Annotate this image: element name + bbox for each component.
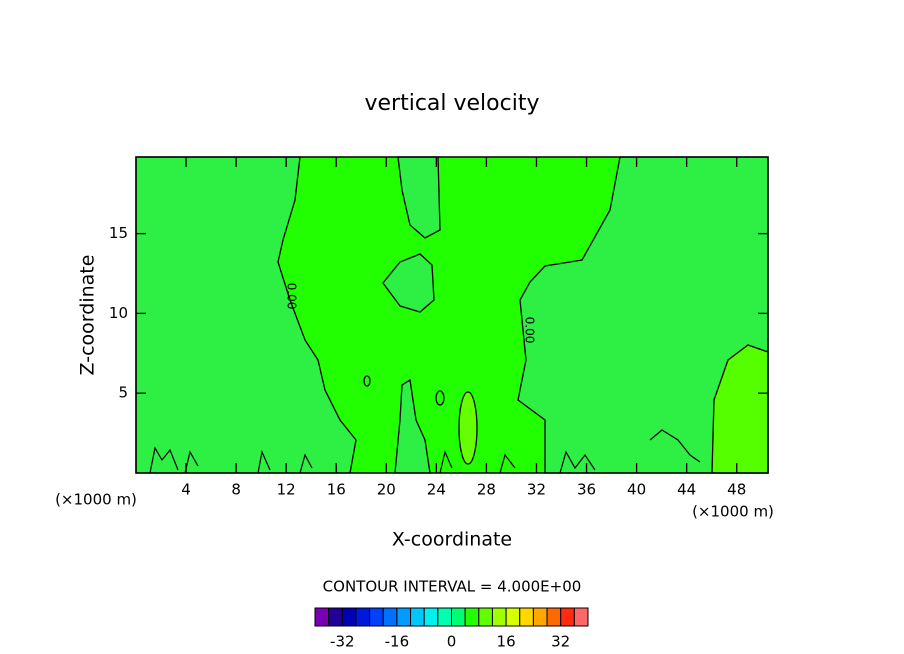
contour-interval: CONTOUR INTERVAL = 4.000E+00 [323, 578, 582, 596]
contour-line [149, 429, 701, 474]
y-tick-label: 5 [118, 384, 128, 402]
colorbar-box [369, 607, 384, 627]
chart-title: vertical velocity [364, 91, 539, 116]
colorbar-box [464, 607, 480, 627]
y-tick-label: 10 [109, 304, 128, 322]
colorbar-box [423, 607, 439, 627]
x-axis-title: X-coordinate [392, 529, 512, 551]
contour-line [363, 375, 371, 387]
y-axis-title: Z-coordinate [77, 255, 99, 376]
x-unit-label: (×1000 m) [692, 503, 774, 521]
colorbar-box [328, 607, 343, 627]
x-tick-label: 24 [427, 481, 446, 499]
colorbar-box [573, 607, 589, 627]
x-tick-label: 44 [677, 481, 696, 499]
contour-region [135, 156, 357, 474]
x-tick-label: 32 [527, 481, 546, 499]
plot-frame [135, 156, 769, 474]
colorbar-box [546, 607, 562, 627]
colorbar-tick-label: 16 [497, 633, 516, 651]
x-tick-label: 4 [181, 481, 191, 499]
colorbar-box [478, 607, 493, 627]
x-tick-label: 8 [231, 481, 241, 499]
x-tick-label: 40 [627, 481, 646, 499]
x-tick-label: 48 [727, 481, 746, 499]
x-tick-label: 16 [327, 481, 346, 499]
x-tick-label: 36 [577, 481, 596, 499]
colorbar-box [437, 607, 453, 627]
x-unit-label: (×1000 m) [55, 491, 137, 509]
contour-line [435, 390, 445, 406]
x-tick-label: 28 [477, 481, 496, 499]
colorbar-box [410, 607, 425, 627]
colorbar-tick-label: 32 [551, 633, 570, 651]
colorbar-tick-label: 0 [447, 633, 457, 651]
colorbar-box [382, 607, 398, 627]
colorbar-box [532, 607, 548, 627]
contour-region [458, 391, 478, 465]
x-tick-label: 20 [377, 481, 396, 499]
colorbar-tick-label: -32 [330, 633, 355, 651]
colorbar-box [314, 607, 330, 627]
colorbar-box [491, 607, 507, 627]
colorbar-box [396, 607, 412, 627]
colorbar-box [505, 607, 521, 627]
colorbar-box [341, 607, 357, 627]
colorbar-box [451, 607, 466, 627]
contour-region [382, 253, 435, 313]
contour-field [135, 156, 769, 474]
contour-label: 0.00 [285, 283, 299, 310]
y-tick-label: 15 [109, 224, 128, 242]
contour-region [394, 378, 431, 474]
contour-label: 0.00 [523, 317, 537, 344]
colorbar-tick-label: -16 [385, 633, 410, 651]
colorbar-box [355, 607, 371, 627]
x-tick-label: 12 [277, 481, 296, 499]
colorbar-box [519, 607, 534, 627]
colorbar-box [560, 607, 575, 627]
